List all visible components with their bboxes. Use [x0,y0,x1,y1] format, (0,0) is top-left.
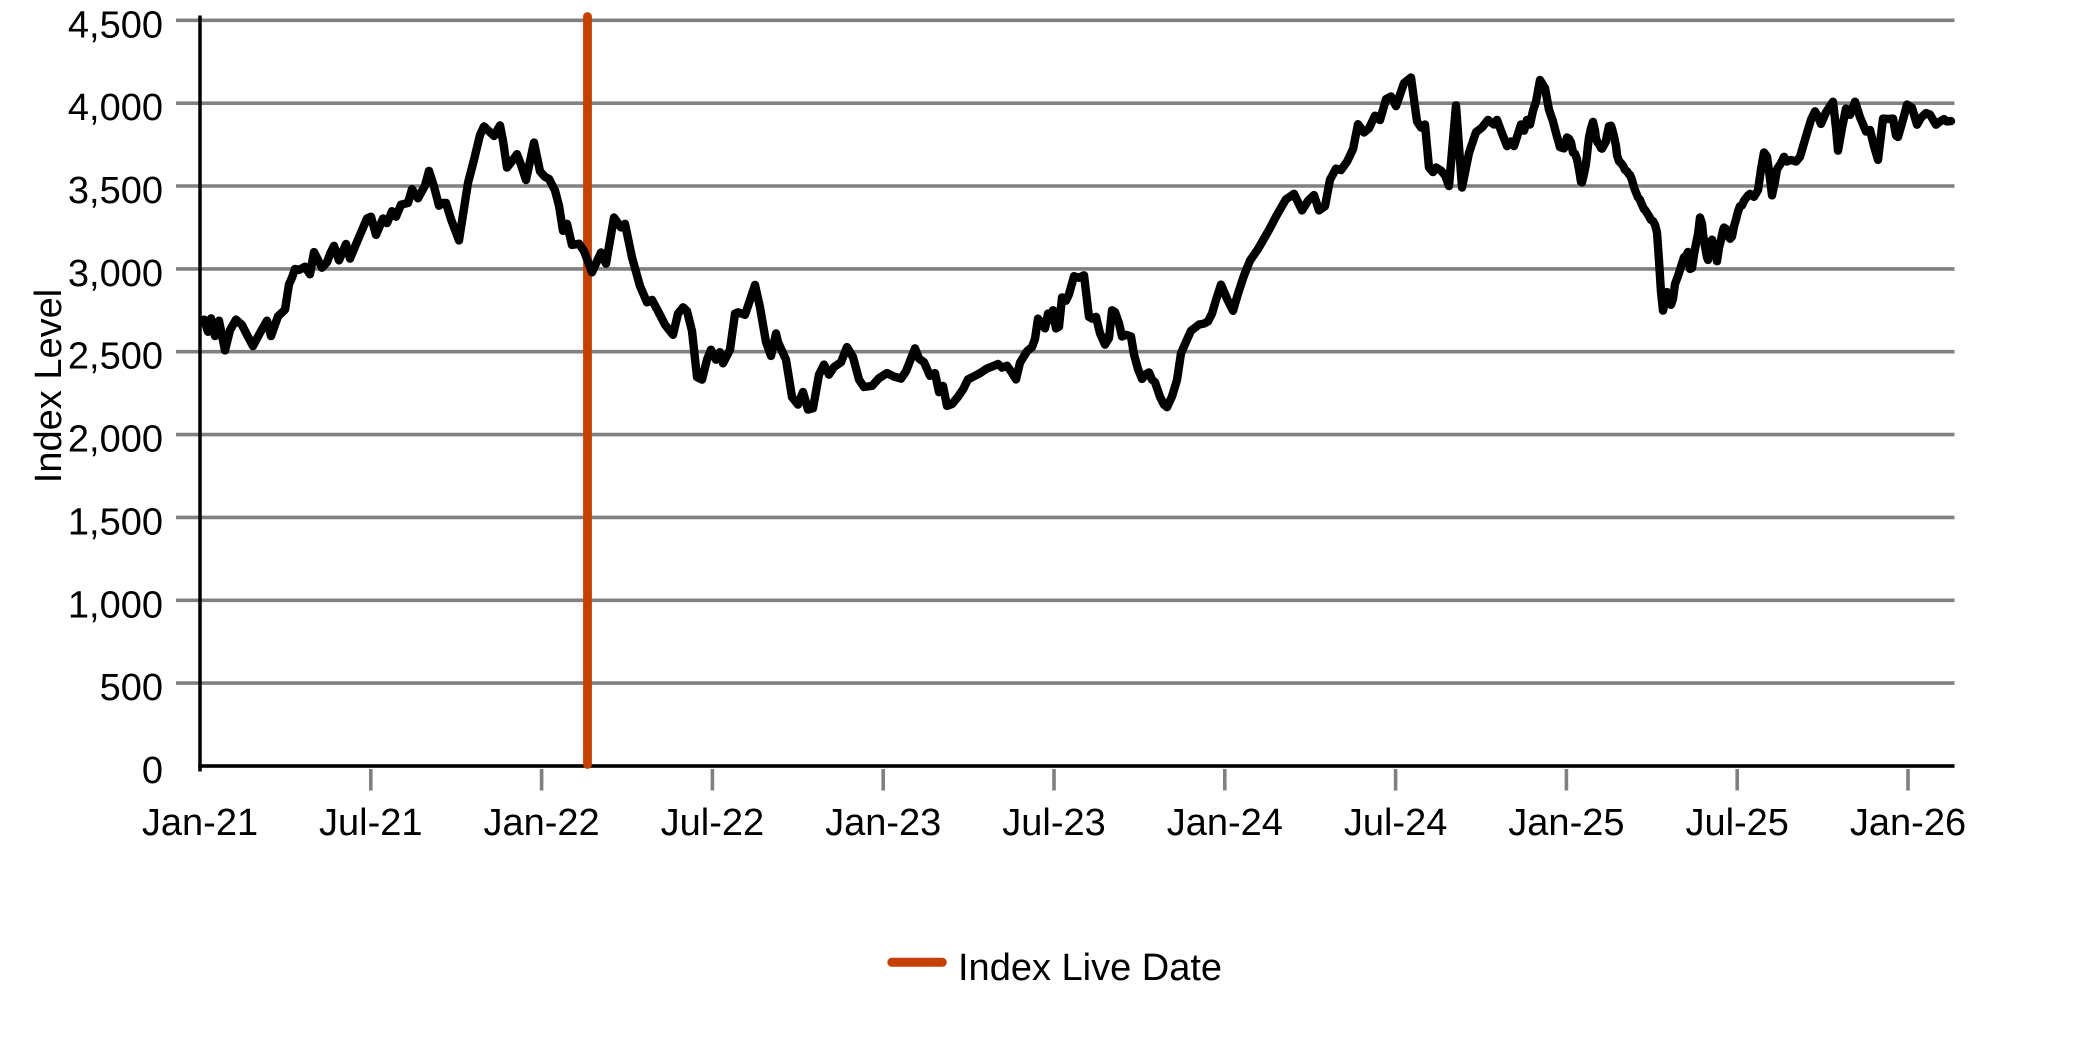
svg-text:Jan-25: Jan-25 [1508,802,1624,844]
svg-text:2,000: 2,000 [68,419,163,461]
svg-text:Jan-26: Jan-26 [1850,802,1966,844]
svg-text:Jan-21: Jan-21 [142,802,258,844]
svg-text:3,000: 3,000 [68,253,163,295]
svg-text:0: 0 [142,750,163,792]
svg-text:2,500: 2,500 [68,336,163,378]
svg-text:Jul-23: Jul-23 [1002,802,1106,844]
svg-text:4,000: 4,000 [68,87,163,129]
svg-text:Jul-25: Jul-25 [1685,802,1789,844]
svg-text:Jul-22: Jul-22 [661,802,765,844]
svg-text:3,500: 3,500 [68,170,163,212]
svg-text:Jul-24: Jul-24 [1344,802,1448,844]
svg-text:500: 500 [100,667,163,709]
svg-text:Jan-22: Jan-22 [483,802,599,844]
svg-text:4,500: 4,500 [68,4,163,46]
svg-text:1,500: 1,500 [68,501,163,543]
svg-text:Jan-23: Jan-23 [825,802,941,844]
svg-text:Index Level: Index Level [28,289,70,483]
svg-text:Index Live Date: Index Live Date [958,947,1222,989]
svg-text:1,000: 1,000 [68,584,163,626]
svg-text:Jul-21: Jul-21 [319,802,423,844]
svg-text:Jan-24: Jan-24 [1167,802,1283,844]
